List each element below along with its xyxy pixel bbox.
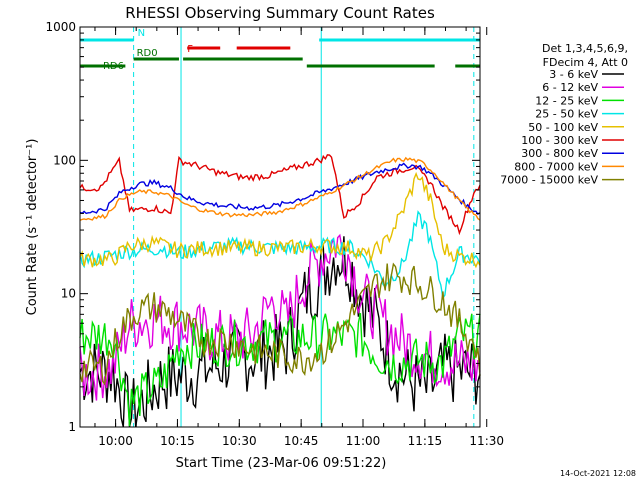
- status-label-rd0: RD0: [137, 48, 158, 59]
- legend-entry-label: 50 - 100 keV: [528, 121, 598, 134]
- series-line: [79, 262, 481, 386]
- legend-entry-label: 12 - 25 keV: [535, 94, 598, 107]
- x-tick-label: 11:00: [346, 434, 381, 448]
- x-tick-label: 10:15: [160, 434, 195, 448]
- y-axis: 1 10 100 1000: [45, 20, 480, 434]
- y-axis-label: Count Rate (s⁻¹ detector⁻¹): [25, 139, 40, 316]
- legend-header: Det 1,3,4,5,6,9,: [542, 42, 628, 55]
- y-tick-label: 1000: [45, 20, 76, 34]
- x-tick-label: 10:30: [222, 434, 257, 448]
- x-tick-label: 11:30: [469, 434, 504, 448]
- x-axis-label: Start Time (23-Mar-06 09:51:22): [176, 456, 387, 471]
- x-tick-label: 10:00: [98, 434, 133, 448]
- legend-entry-label: 800 - 7000 keV: [514, 160, 598, 173]
- legend-entry-label: 7000 - 15000 keV: [500, 174, 598, 187]
- legend-header: FDecim 4, Att 0: [543, 56, 628, 69]
- series-line: [79, 154, 481, 236]
- y-tick-label: 1: [68, 420, 76, 434]
- y-tick-label: 10: [61, 287, 76, 301]
- series-line: [79, 156, 481, 222]
- plot-frame: [79, 26, 481, 428]
- x-tick-label: 10:45: [284, 434, 319, 448]
- status-label-n: N: [138, 28, 145, 39]
- legend-entry-label: 3 - 6 keV: [549, 68, 598, 81]
- legend-entry-label: 25 - 50 keV: [535, 108, 598, 121]
- x-tick-label: 11:15: [408, 434, 443, 448]
- plot-area: N F RD0 RD6: [79, 27, 481, 428]
- series-line: [79, 171, 481, 269]
- series-line: [79, 233, 481, 401]
- legend-entry-label: 100 - 300 keV: [521, 134, 598, 147]
- status-label-rd6: RD6: [103, 61, 124, 72]
- chart-title: RHESSI Observing Summary Count Rates: [125, 4, 435, 22]
- series-line: [79, 162, 481, 216]
- legend-entry-label: 300 - 800 keV: [521, 147, 598, 160]
- legend-entry-label: 6 - 12 keV: [542, 81, 598, 94]
- x-axis: 10:00 10:15 10:30 10:45 11:00 11:15 11:30: [94, 27, 504, 448]
- legend: Det 1,3,4,5,6,9,FDecim 4, Att 03 - 6 keV…: [500, 42, 628, 187]
- footer-timestamp: 14-Oct-2021 12:08: [560, 469, 636, 478]
- status-label-f: F: [187, 44, 193, 55]
- y-tick-label: 100: [53, 153, 76, 167]
